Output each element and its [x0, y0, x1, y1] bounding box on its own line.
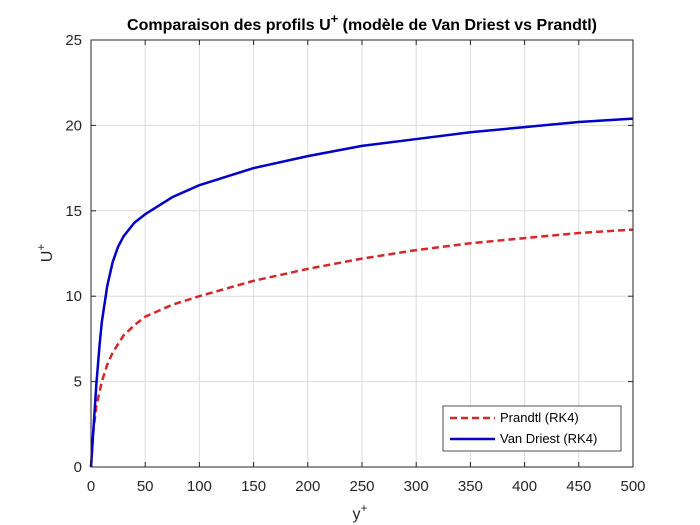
- x-axis-label-superscript: +: [360, 501, 367, 515]
- legend-label-van-driest: Van Driest (RK4): [500, 431, 597, 446]
- y-axis-label: U+: [34, 244, 56, 263]
- x-tick-label: 200: [295, 478, 320, 495]
- chart-title: Comparaison des profils U+ (modèle de Va…: [127, 11, 597, 34]
- y-tick-label: 5: [74, 374, 82, 391]
- x-tick-label: 0: [87, 478, 95, 495]
- legend: Prandtl (RK4) Van Driest (RK4): [442, 405, 622, 452]
- x-tick-label: 50: [137, 478, 154, 495]
- y-tick-label: 25: [65, 32, 82, 49]
- y-axis-label-superscript: +: [34, 244, 48, 251]
- series-line-prandtl-rk4: [89, 228, 634, 468]
- legend-box: [442, 405, 622, 452]
- series-line-van-driest-rk4: [89, 117, 634, 468]
- y-tick-label: 20: [65, 117, 82, 134]
- x-tick-label: 450: [566, 478, 591, 495]
- y-tick-label: 15: [65, 203, 82, 220]
- x-axis-label-main: y: [352, 506, 360, 523]
- chart-title-main: Comparaison des profils U: [127, 17, 331, 34]
- x-tick-label: 350: [458, 478, 483, 495]
- x-tick-label: 100: [187, 478, 212, 495]
- chart-title-superscript: +: [331, 11, 339, 26]
- chart-title-rest: (modèle de Van Driest vs Prandtl): [338, 17, 597, 34]
- x-tick-label: 150: [241, 478, 266, 495]
- legend-label-prandtl: Prandtl (RK4): [500, 410, 579, 425]
- axis-ticks: 0 50 100 150 200 250 300 350 400 450 500 0 5 10 15 20 25: [65, 32, 645, 495]
- x-tick-label: 500: [620, 478, 645, 495]
- y-tick-label: 10: [65, 288, 82, 305]
- x-axis-label: y+: [352, 501, 367, 523]
- x-tick-label: 400: [512, 478, 537, 495]
- x-tick-label: 300: [404, 478, 429, 495]
- y-tick-label: 0: [74, 459, 82, 476]
- series-lines: [89, 117, 634, 468]
- x-tick-label: 250: [349, 478, 374, 495]
- y-axis-label-main: U: [39, 251, 56, 263]
